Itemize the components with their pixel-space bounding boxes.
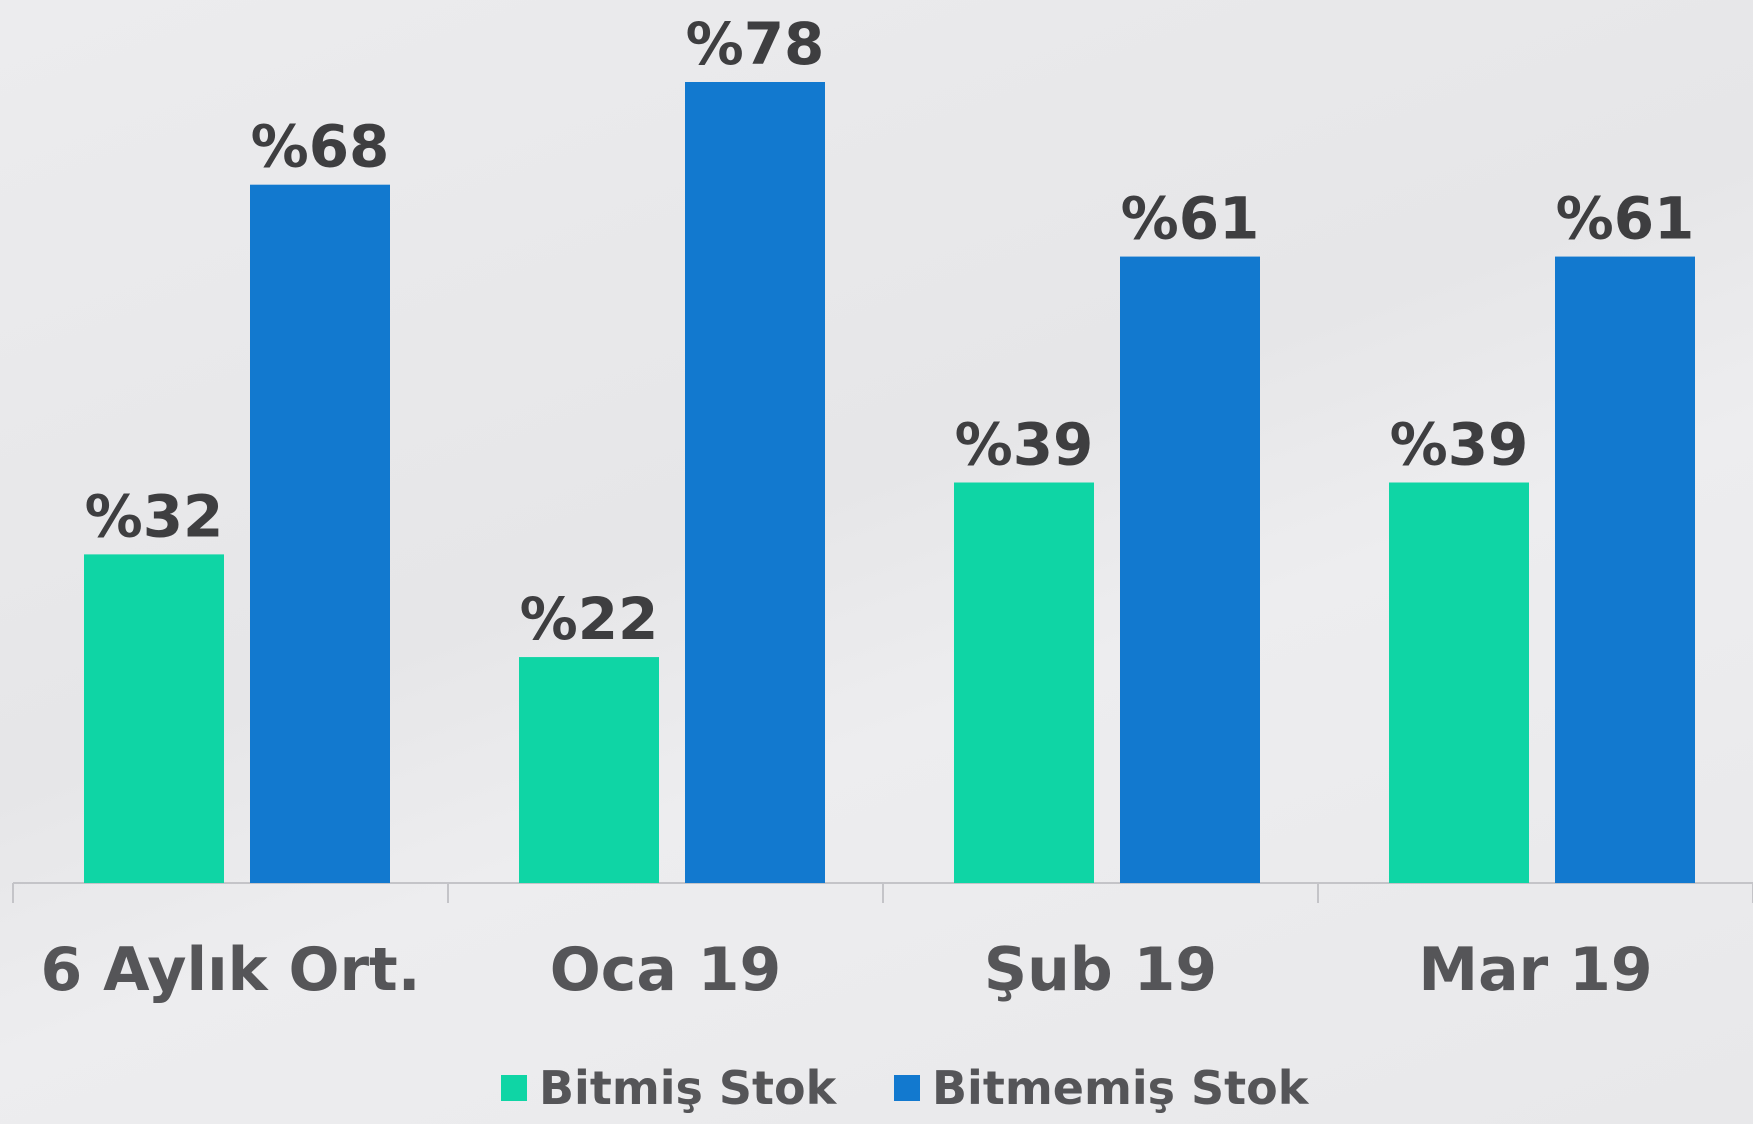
- bar: [954, 482, 1094, 883]
- data-label: %68: [251, 113, 390, 181]
- x-tick-label: 6 Aylık Ort.: [40, 935, 420, 1005]
- x-tick-label: Mar 19: [1418, 935, 1652, 1005]
- legend-swatch: [501, 1075, 527, 1101]
- data-label: %22: [520, 585, 659, 653]
- data-label: %32: [85, 482, 224, 550]
- bar: [250, 184, 390, 883]
- legend-label: Bitmiş Stok: [539, 1061, 838, 1115]
- legend-label: Bitmemiş Stok: [932, 1061, 1310, 1115]
- bar: [519, 657, 659, 883]
- bar: [84, 554, 224, 883]
- data-label: %78: [686, 10, 825, 78]
- data-label: %39: [955, 411, 1094, 479]
- x-tick-label: Oca 19: [550, 935, 781, 1005]
- x-tick-label: Şub 19: [984, 935, 1217, 1005]
- data-label: %61: [1556, 185, 1695, 253]
- bar: [1555, 256, 1695, 884]
- bar: [1120, 256, 1260, 884]
- legend-swatch: [894, 1075, 920, 1101]
- data-label: %39: [1390, 411, 1529, 479]
- bar: [1389, 482, 1529, 883]
- data-label: %61: [1121, 185, 1260, 253]
- bar: [685, 82, 825, 883]
